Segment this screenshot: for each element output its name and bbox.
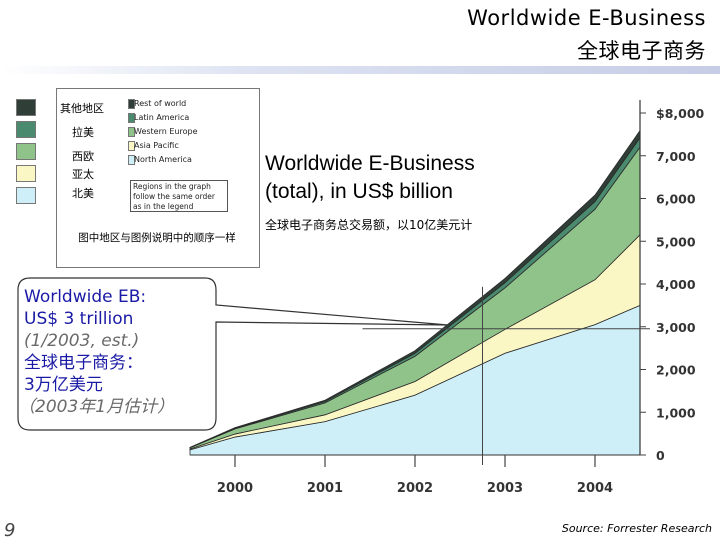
legend-note: Regions in the graph follow the same ord…	[130, 180, 228, 212]
y-tick-label: 3,000	[656, 320, 696, 335]
y-tick-label: 0	[656, 448, 665, 463]
legend-mini-swatch-asia-pacific	[128, 141, 135, 151]
legend-label-cn-western-europe: 西欧	[72, 150, 94, 163]
y-tick-label: 5,000	[656, 234, 696, 249]
legend-label-cn-north-america: 北美	[72, 187, 94, 200]
page-title: Worldwide E-Business	[467, 6, 706, 30]
x-tick-label: 2004	[577, 481, 613, 496]
legend-mini-swatch-latin-america	[128, 113, 135, 123]
legend-label-en-rest-of-world: Rest of world	[134, 99, 187, 108]
chart-caption-line2: (total), in US$ billion	[265, 180, 453, 203]
chart-caption-cn: 全球电子商务总交易额，以10亿美元计	[265, 218, 473, 232]
page-title-cn: 全球电子商务	[577, 39, 706, 63]
y-tick-label: 1,000	[656, 405, 696, 420]
legend-label-cn-latin-america: 拉美	[72, 126, 94, 139]
legend-caption: 图中地区与图例说明中的顺序一样	[78, 232, 236, 244]
legend-label-cn-rest-of-world: 其他地区	[60, 102, 104, 115]
legend-label-en-latin-america: Latin America	[134, 113, 190, 122]
legend-mini-swatch-rest-of-world	[128, 99, 135, 109]
x-axis: 2000 2001 2002 2003 2004	[217, 455, 613, 496]
legend-swatch-asia-pacific	[16, 165, 36, 182]
legend-mini-swatch-western-europe	[128, 127, 135, 137]
y-tick-label: 6,000	[656, 192, 696, 207]
legend-swatch-rest-of-world	[16, 99, 36, 116]
legend-swatch-north-america	[16, 187, 36, 204]
chart-caption-line1: Worldwide E-Business	[265, 152, 475, 175]
x-tick-label: 2000	[217, 481, 253, 496]
legend-mini-swatch-north-america	[128, 155, 135, 165]
x-tick-label: 2001	[307, 481, 343, 496]
callout-line4: 全球电子商务：	[24, 353, 143, 373]
x-tick-label: 2002	[397, 481, 433, 496]
callout-line3: (1/2003, est.)	[24, 331, 140, 351]
y-axis: 0 1,000 2,000 3,000 4,000 5,000 6,000 7,000 $8,0…	[640, 106, 705, 463]
callout-line2: US$ 3 trillion	[24, 309, 134, 329]
legend-swatch-western-europe	[16, 143, 36, 160]
y-tick-label: 7,000	[656, 149, 696, 164]
chart-caption: Worldwide E-Business (total), in US$ bil…	[265, 150, 475, 206]
callout-text: Worldwide EB: US$ 3 trillion (1/2003, es…	[18, 277, 218, 429]
legend-swatch-latin-america	[16, 121, 36, 138]
source-note: Source: Forrester Research	[561, 522, 712, 535]
callout-line6: （2003年1月估计）	[18, 397, 175, 417]
legend-label-en-asia-pacific: Asia Pacific	[134, 141, 179, 150]
callout-line5: 3万亿美元	[24, 375, 103, 395]
legend-label-cn-asia-pacific: 亚太	[72, 168, 94, 181]
page-number: 9	[4, 520, 16, 541]
y-tick-label: $8,000	[656, 106, 705, 121]
y-tick-label: 2,000	[656, 363, 696, 378]
callout-leader	[362, 286, 650, 465]
y-tick-label: 4,000	[656, 277, 696, 292]
chart-areas	[189, 100, 641, 456]
legend-frame	[56, 88, 260, 268]
x-tick-label: 2003	[487, 481, 523, 496]
legend-label-en-north-america: North America	[134, 155, 192, 164]
header-divider	[0, 66, 720, 74]
callout-line1: Worldwide EB:	[24, 287, 147, 307]
legend-label-en-western-europe: Western Europe	[134, 127, 198, 136]
